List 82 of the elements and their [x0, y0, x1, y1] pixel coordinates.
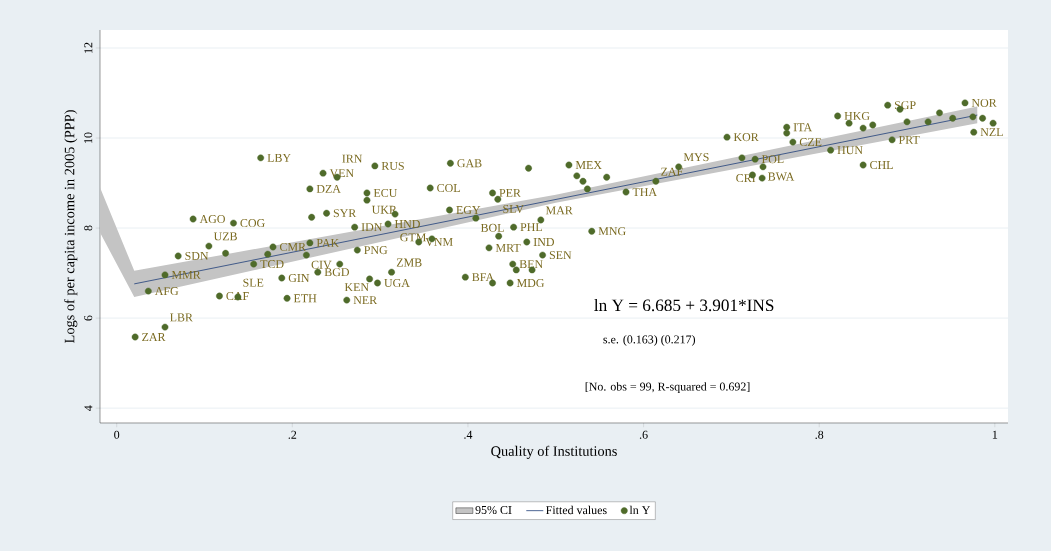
y-tick-label: 4 [84, 405, 93, 411]
annotation: COG [240, 219, 265, 228]
annotation: s.e. (0.163) (0.217) [603, 335, 696, 346]
annotation: CIV [311, 260, 332, 269]
y-tick-label: 12 [84, 42, 93, 53]
annotation: HUN [837, 146, 863, 155]
annotation: SGP [894, 101, 916, 110]
annotation: HKG [844, 111, 870, 120]
annotation: KOR [733, 133, 759, 142]
annotation: LBR [170, 313, 193, 322]
legend-label: 95% CI [475, 505, 512, 515]
annotation: CZE [799, 138, 822, 147]
annotation: PAK [316, 238, 340, 247]
annotation: UZB [213, 232, 237, 241]
annotation: GTM [400, 233, 426, 242]
annotation: ln Y = 6.685 + 3.901*INS [594, 298, 774, 312]
annotation: MYS [683, 153, 709, 162]
annotation: CHL [870, 161, 893, 170]
annotation: MDG [516, 278, 545, 287]
annotation: BEN [519, 260, 543, 268]
x-tick-label: 1 [992, 430, 998, 439]
annotation: MAR [545, 206, 573, 215]
x-tick-label: 0 [114, 430, 120, 439]
annotation: AGO [199, 215, 225, 224]
annotation: CMR [279, 242, 307, 251]
annotation: SDN [185, 251, 209, 260]
x-tick-label: .6 [639, 430, 648, 439]
y-tick-label: 6 [84, 315, 93, 321]
annotation: THA [632, 188, 657, 196]
x-tick-label: .4 [464, 430, 473, 439]
annotation: SLV [503, 204, 524, 214]
annotation: ZMB [396, 258, 422, 267]
annotation: MNG [598, 227, 626, 236]
y-tick-label: 8 [84, 225, 93, 231]
annotation: SYR [333, 209, 357, 218]
annotation: EGY [456, 206, 481, 215]
annotation: HND [394, 220, 420, 228]
annotation: IDN [361, 223, 383, 232]
annotation: ETH [293, 294, 317, 303]
annotation: ITA [793, 123, 813, 132]
annotation: NOR [971, 98, 997, 107]
annotation: IND [533, 238, 555, 246]
annotation: VNM [425, 238, 453, 247]
annotation: COL [437, 183, 460, 192]
annotation: BOL [480, 223, 504, 232]
annotation: GAB [457, 159, 482, 168]
annotation: ECU [373, 188, 398, 197]
legend-label: ln Y [629, 505, 651, 515]
annotation: UKR [371, 205, 397, 214]
annotation: [No. obs = 99, R-squared = 0.692] [585, 382, 750, 394]
annotation: ZAF [661, 167, 683, 176]
annotation: SLE [243, 278, 264, 287]
y-axis-title: Logs of per capita income in 2005 (PPP) [64, 110, 78, 344]
annotation: PER [499, 189, 521, 197]
annotation: BWA [768, 172, 795, 181]
annotation: IRN [342, 154, 363, 163]
x-tick-label: .8 [815, 430, 824, 439]
annotation: ZAR [142, 333, 166, 341]
annotation: PNG [364, 246, 388, 255]
annotation: TCD [260, 260, 284, 269]
x-axis-title: Quality of Institutions [491, 445, 617, 459]
annotation: POL [761, 155, 784, 164]
y-tick-label: 10 [84, 132, 93, 143]
x-tick-label: .2 [288, 430, 297, 439]
annotation: AFG [154, 287, 179, 296]
annotation: GIN [288, 274, 310, 283]
annotation: UGA [384, 278, 410, 287]
annotation: LBY [267, 153, 291, 162]
annotation: MEX [575, 161, 602, 169]
annotation: SEN [549, 251, 572, 260]
annotation: PRT [898, 135, 920, 144]
annotation: BGD [324, 268, 350, 277]
annotation: PHL [520, 223, 542, 232]
annotation: DZA [316, 184, 341, 193]
annotation: NER [353, 296, 378, 304]
legend-label: Fitted values [546, 505, 607, 515]
annotation: RUS [381, 161, 404, 170]
annotation: NZL [980, 128, 1003, 137]
annotation: VEN [329, 169, 354, 178]
annotation: BFA [472, 273, 495, 282]
annotation: MRT [495, 243, 521, 252]
annotation: KEN [344, 283, 369, 292]
